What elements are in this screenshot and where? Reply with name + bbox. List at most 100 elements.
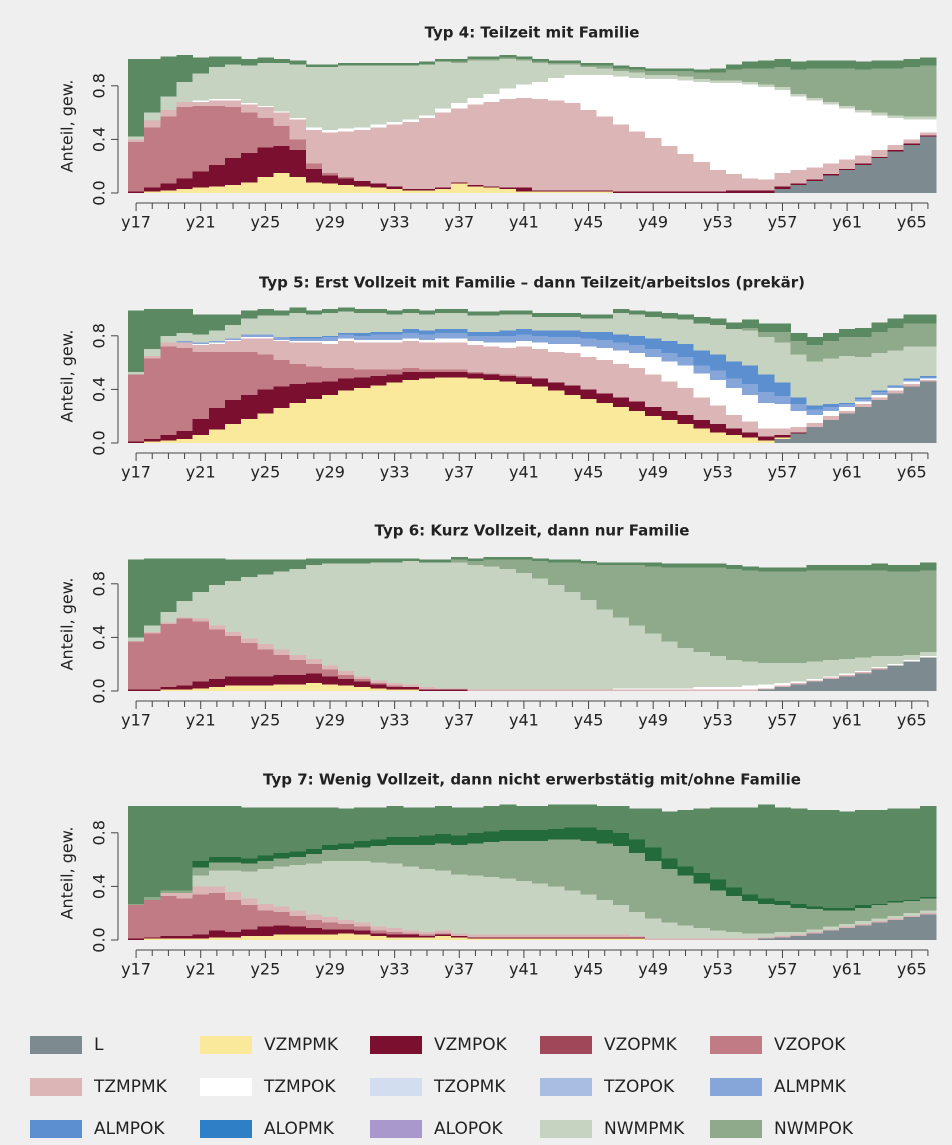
bar: [855, 163, 872, 165]
bar: [661, 688, 679, 690]
bar: [742, 178, 759, 191]
bar: [871, 656, 889, 667]
bar: [370, 376, 388, 386]
bar: [386, 186, 404, 189]
y-tick-label: 0.8: [90, 820, 109, 845]
bar: [661, 563, 679, 568]
bar: [402, 937, 420, 940]
bar: [580, 75, 598, 110]
bar: [338, 808, 355, 844]
bar: [435, 112, 452, 188]
x-tick-label: y29: [315, 213, 345, 232]
bar: [871, 390, 889, 393]
bar: [677, 689, 695, 691]
bar: [224, 581, 242, 633]
bar: [709, 686, 727, 690]
bar: [612, 937, 630, 939]
bar: [467, 184, 485, 187]
bar: [725, 388, 743, 415]
bar: [596, 402, 614, 443]
bar: [160, 622, 178, 624]
bar: [790, 93, 808, 97]
bar: [321, 64, 339, 68]
bar: [806, 409, 824, 415]
bar: [645, 338, 662, 350]
bar: [612, 938, 630, 940]
bar: [370, 339, 388, 343]
bar: [338, 929, 355, 934]
bar: [338, 919, 355, 924]
bar: [742, 689, 759, 691]
bar: [241, 59, 258, 66]
bar: [467, 938, 485, 940]
bar: [758, 933, 775, 938]
bar: [661, 341, 679, 354]
bar: [144, 632, 161, 634]
bar: [289, 934, 307, 940]
bar: [418, 835, 436, 845]
bar: [564, 63, 582, 65]
bar: [273, 315, 291, 338]
legend-label: ALOPOK: [434, 1119, 504, 1139]
bar: [144, 349, 161, 356]
bar: [532, 934, 549, 938]
bar: [742, 68, 759, 82]
bar: [725, 887, 743, 896]
bar: [709, 318, 727, 326]
bar: [596, 689, 614, 691]
bar: [499, 99, 517, 188]
bar: [790, 397, 808, 405]
bar: [758, 684, 775, 689]
bar: [176, 617, 194, 619]
x-tick-label: y37: [444, 960, 474, 979]
bar: [742, 81, 759, 85]
bar: [370, 935, 388, 940]
bar: [435, 371, 452, 378]
y-tick-label: 0.8: [90, 571, 109, 596]
bar: [467, 832, 485, 844]
bar: [241, 577, 258, 639]
bar: [580, 191, 598, 193]
bar: [661, 381, 679, 411]
bar: [839, 674, 856, 677]
bar: [176, 938, 194, 940]
bar: [321, 922, 339, 930]
bar: [774, 935, 792, 938]
bar: [176, 101, 194, 108]
bar: [855, 337, 872, 358]
bar: [580, 599, 598, 690]
bar: [693, 317, 711, 324]
bar: [839, 907, 856, 911]
bar: [725, 83, 743, 175]
bar: [467, 341, 485, 346]
bar: [548, 934, 565, 938]
legend-label: L: [94, 1035, 104, 1055]
bar: [839, 337, 856, 356]
bar: [855, 398, 872, 402]
bar: [742, 421, 759, 433]
bar: [144, 112, 161, 121]
legend-label: TZMPMK: [93, 1077, 168, 1097]
bar: [499, 188, 517, 193]
bar: [580, 65, 598, 68]
bar: [176, 188, 194, 193]
bar: [548, 100, 565, 191]
bar: [451, 557, 468, 560]
bar: [774, 662, 792, 683]
bar: [354, 313, 371, 334]
bar: [467, 60, 485, 98]
bar: [208, 558, 226, 586]
bar: [774, 67, 792, 88]
bar: [305, 182, 323, 193]
bar: [661, 361, 679, 382]
bar: [160, 335, 178, 343]
bar: [661, 68, 679, 72]
bar: [806, 681, 824, 691]
bar: [289, 64, 307, 118]
bar: [208, 100, 226, 106]
bar: [467, 937, 485, 939]
bar: [548, 77, 565, 101]
bar: [839, 105, 856, 109]
bar: [758, 402, 775, 429]
bar: [160, 611, 178, 623]
